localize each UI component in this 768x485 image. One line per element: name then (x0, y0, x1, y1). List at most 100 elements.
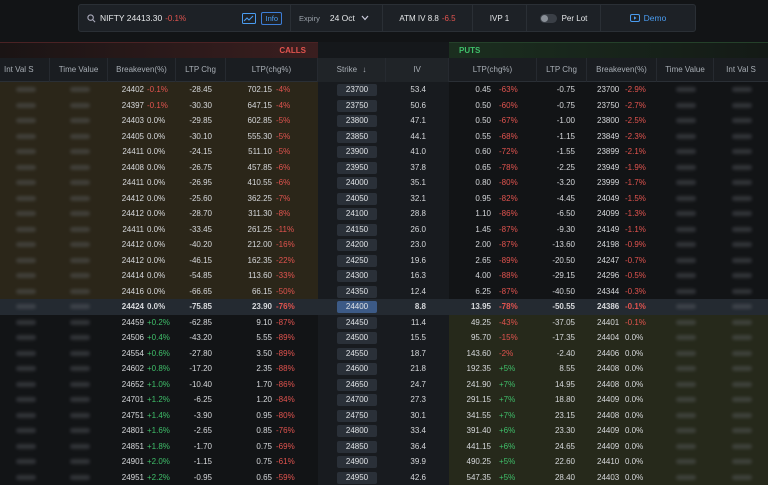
strike-price[interactable]: 24500 (337, 332, 377, 344)
strike-price[interactable]: 24800 (337, 425, 377, 437)
col-calls-intval[interactable]: Int Val S (0, 58, 50, 82)
calls-ltp-pct: -33% (276, 268, 306, 284)
strike-price[interactable]: 24000 (337, 177, 377, 189)
puts-ltp-change: -6.50 (537, 206, 575, 222)
strike-price[interactable]: 24350 (337, 286, 377, 298)
col-iv[interactable]: IV (386, 58, 449, 82)
puts-intval-hidden (732, 475, 752, 480)
calls-timevalue-hidden (70, 103, 90, 108)
strike-price[interactable]: 24400 (337, 301, 377, 313)
puts-intval-hidden (732, 382, 752, 387)
atm-iv-change: -6.5 (442, 14, 456, 23)
col-puts-intval[interactable]: Int Val S (714, 58, 768, 82)
strike-price[interactable]: 24100 (337, 208, 377, 220)
strike-price[interactable]: 24150 (337, 224, 377, 236)
strike-price[interactable]: 23950 (337, 162, 377, 174)
symbol-search[interactable]: NIFTY 24413.30 -0.1% Info (79, 5, 291, 31)
puts-breakeven: 24410 (597, 454, 623, 470)
strike-price[interactable]: 24850 (337, 441, 377, 453)
per-lot-toggle[interactable]: Per Lot (527, 5, 601, 31)
strike-price[interactable]: 24450 (337, 317, 377, 329)
strike-price[interactable]: 24050 (337, 193, 377, 205)
puts-ltp-pct: -72% (499, 144, 529, 160)
puts-intval-hidden (732, 335, 752, 340)
calls-breakeven-pct: 0.0% (147, 206, 177, 222)
calls-ltp-change: -75.85 (176, 299, 212, 315)
calls-ltp: 1.70 (226, 377, 272, 393)
col-puts-breakeven[interactable]: Breakeven(%) (587, 58, 657, 82)
col-puts-ltp[interactable]: LTP(chg%) (449, 58, 537, 82)
puts-breakeven-pct: -2.9% (625, 82, 655, 98)
puts-ltp: 13.95 (449, 299, 491, 315)
col-calls-breakeven[interactable]: Breakeven(%) (108, 58, 176, 82)
calls-intval-hidden (16, 242, 36, 247)
calls-intval-hidden (16, 444, 36, 449)
calls-breakeven: 24951 (108, 470, 144, 485)
toggle-switch[interactable] (540, 14, 557, 23)
col-puts-ltpchg[interactable]: LTP Chg (537, 58, 587, 82)
col-calls-ltp[interactable]: LTP(chg%) (226, 58, 318, 82)
strike-price[interactable]: 23900 (337, 146, 377, 158)
calls-intval-hidden (16, 273, 36, 278)
calls-ltp: 457.85 (226, 160, 272, 176)
chart-icon[interactable] (242, 13, 256, 24)
calls-intval-hidden (16, 459, 36, 464)
strike-price[interactable]: 23850 (337, 131, 377, 143)
strike-price[interactable]: 24200 (337, 239, 377, 251)
expiry-selector[interactable]: Expiry 24 Oct (291, 5, 383, 31)
strike-price[interactable]: 24900 (337, 456, 377, 468)
puts-timevalue-hidden (676, 351, 696, 356)
strike-price[interactable]: 23800 (337, 115, 377, 127)
strike-price[interactable]: 24750 (337, 410, 377, 422)
calls-intval-hidden (16, 165, 36, 170)
col-strike[interactable]: Strike ↓ (318, 58, 386, 82)
strike-price[interactable]: 24700 (337, 394, 377, 406)
puts-ltp-change: 14.95 (537, 377, 575, 393)
strike-price[interactable]: 23700 (337, 84, 377, 96)
strike-price[interactable]: 24600 (337, 363, 377, 375)
col-puts-timevalue[interactable]: Time Value (657, 58, 714, 82)
calls-breakeven: 24397 (108, 98, 144, 114)
puts-timevalue-hidden (676, 382, 696, 387)
puts-ltp-change: -0.75 (537, 98, 575, 114)
puts-ltp: 0.50 (449, 98, 491, 114)
col-calls-timevalue[interactable]: Time Value (50, 58, 108, 82)
strike-price[interactable]: 24300 (337, 270, 377, 282)
strike-price[interactable]: 24250 (337, 255, 377, 267)
strike-price[interactable]: 23750 (337, 100, 377, 112)
strike-price[interactable]: 24650 (337, 379, 377, 391)
puts-header: PUTS (449, 42, 768, 58)
info-button[interactable]: Info (261, 12, 282, 25)
puts-breakeven: 24401 (597, 315, 623, 331)
col-calls-ltpchg[interactable]: LTP Chg (176, 58, 226, 82)
demo-button[interactable]: Demo (601, 5, 695, 31)
strike-price[interactable]: 24550 (337, 348, 377, 360)
puts-ltp: 0.65 (449, 160, 491, 176)
